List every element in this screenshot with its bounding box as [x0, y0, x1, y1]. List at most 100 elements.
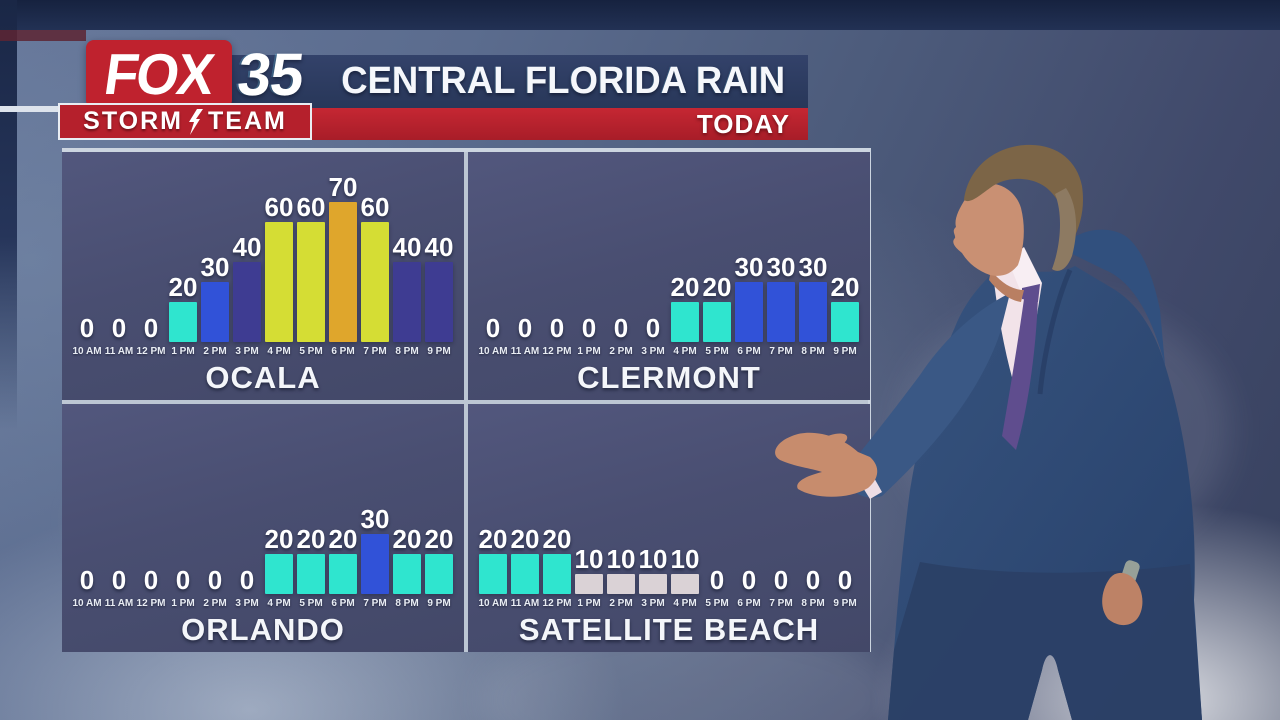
time-label: 3 PM — [641, 346, 665, 357]
time-label: 12 PM — [542, 346, 572, 357]
bar-value-label: 10 — [574, 544, 604, 574]
bar-value-label: 10 — [606, 544, 636, 574]
bar-value-label: 20 — [296, 524, 326, 554]
chart-panel-clermont: 0 10 AM 0 11 AM 0 12 PM 0 1 PM 0 2 PM 0 3 PM 20 4 PM 2… — [468, 152, 870, 400]
time-label: 5 PM — [299, 346, 323, 357]
presenter-thumb — [816, 433, 848, 451]
rain-bar — [479, 554, 507, 594]
time-label: 6 PM — [331, 346, 355, 357]
bar-value-label: 0 — [837, 565, 853, 595]
rain-bar — [297, 222, 325, 342]
hour-column: 20 4 PM — [669, 274, 701, 358]
hour-column: 0 11 AM — [103, 567, 135, 610]
rain-bar — [639, 574, 667, 594]
bar-value-label: 10 — [670, 544, 700, 574]
hour-column: 40 8 PM — [391, 234, 423, 358]
lightning-bolt-icon — [189, 108, 203, 135]
presenter-neck — [989, 270, 1024, 302]
hour-column: 0 10 AM — [477, 315, 509, 358]
rain-bar — [425, 554, 453, 594]
city-label: OCALA — [205, 360, 321, 395]
hour-column: 0 12 PM — [541, 315, 573, 358]
bar-value-label: 60 — [360, 192, 390, 222]
bars-row: 0 10 AM 0 11 AM 0 12 PM 20 1 PM 30 2 PM 40 3 PM 60 4 … — [62, 156, 464, 358]
hour-column: 10 2 PM — [605, 546, 637, 610]
presenter-extended-hand — [775, 432, 878, 497]
bar-value-label: 20 — [478, 524, 508, 554]
hour-column: 0 3 PM — [231, 567, 263, 610]
time-label: 10 AM — [478, 346, 508, 357]
bar-value-label: 0 — [143, 313, 159, 343]
bar-value-label: 40 — [424, 232, 454, 262]
city-label: SATELLITE BEACH — [518, 612, 820, 647]
hour-column: 0 9 PM — [829, 567, 861, 610]
time-label: 10 AM — [72, 598, 102, 609]
wall-accent-strip — [0, 30, 86, 41]
hour-column: 10 3 PM — [637, 546, 669, 610]
hour-column: 0 3 PM — [637, 315, 669, 358]
time-label: 6 PM — [737, 598, 761, 609]
hour-column: 0 2 PM — [199, 567, 231, 610]
page-title: CENTRAL FLORIDA RAIN — [341, 60, 785, 102]
city-label: ORLANDO — [181, 612, 345, 647]
time-label: 2 PM — [203, 598, 227, 609]
hour-column: 0 2 PM — [605, 315, 637, 358]
hour-column: 0 7 PM — [765, 567, 797, 610]
time-label: 8 PM — [801, 346, 825, 357]
rain-bar — [169, 302, 197, 342]
time-label: 4 PM — [267, 598, 291, 609]
bar-value-label: 0 — [207, 565, 223, 595]
bar-value-label: 40 — [392, 232, 422, 262]
presenter-hair — [964, 144, 1083, 240]
bar-value-label: 30 — [766, 252, 796, 282]
rain-bar — [393, 554, 421, 594]
time-label: 11 AM — [104, 346, 134, 357]
hour-column: 20 12 PM — [541, 526, 573, 610]
bar-value-label: 20 — [702, 272, 732, 302]
hour-column: 20 9 PM — [423, 526, 455, 610]
time-label: 1 PM — [171, 346, 195, 357]
hour-column: 30 7 PM — [765, 254, 797, 358]
hour-column: 20 5 PM — [295, 526, 327, 610]
time-label: 2 PM — [609, 598, 633, 609]
hour-column: 0 11 AM — [103, 315, 135, 358]
time-label: 7 PM — [769, 598, 793, 609]
time-label: 11 AM — [510, 346, 540, 357]
hour-column: 0 6 PM — [733, 567, 765, 610]
bar-value-label: 60 — [296, 192, 326, 222]
rain-bar — [265, 222, 293, 342]
bar-value-label: 20 — [264, 524, 294, 554]
time-label: 4 PM — [267, 346, 291, 357]
bar-value-label: 0 — [581, 313, 597, 343]
chart-panel-orlando: 0 10 AM 0 11 AM 0 12 PM 0 1 PM 0 2 PM 0 3 PM 20 4 PM 2… — [62, 404, 464, 652]
rain-bar — [799, 282, 827, 342]
title-banner: CENTRAL FLORIDA RAIN — [228, 55, 808, 108]
rain-bar — [425, 262, 453, 342]
bar-value-label: 0 — [805, 565, 821, 595]
bar-value-label: 70 — [328, 172, 358, 202]
time-label: 8 PM — [801, 598, 825, 609]
bar-value-label: 20 — [392, 524, 422, 554]
bars-row: 20 10 AM 20 11 AM 20 12 PM 10 1 PM 10 2 PM 10 3 PM 1… — [468, 408, 870, 610]
time-label: 5 PM — [299, 598, 323, 609]
rain-charts-grid: 0 10 AM 0 11 AM 0 12 PM 20 1 PM 30 2 PM 40 3 PM 60 4 … — [62, 148, 871, 652]
time-label: 3 PM — [641, 598, 665, 609]
rain-bar — [703, 302, 731, 342]
rain-bar — [393, 262, 421, 342]
storm-team-accent-line — [0, 106, 58, 112]
storm-team-badge: STORM TEAM — [58, 103, 312, 140]
fox-logo: FOX — [86, 40, 232, 108]
bar-value-label: 0 — [111, 565, 127, 595]
bar-value-label: 30 — [734, 252, 764, 282]
time-label: 8 PM — [395, 598, 419, 609]
bar-value-label: 20 — [424, 524, 454, 554]
rain-bar — [671, 302, 699, 342]
bar-value-label: 0 — [613, 313, 629, 343]
today-banner: TODAY — [312, 108, 808, 140]
hour-column: 30 6 PM — [733, 254, 765, 358]
city-label: CLERMONT — [577, 360, 761, 395]
time-label: 3 PM — [235, 346, 259, 357]
hour-column: 20 4 PM — [263, 526, 295, 610]
bar-value-label: 60 — [264, 192, 294, 222]
